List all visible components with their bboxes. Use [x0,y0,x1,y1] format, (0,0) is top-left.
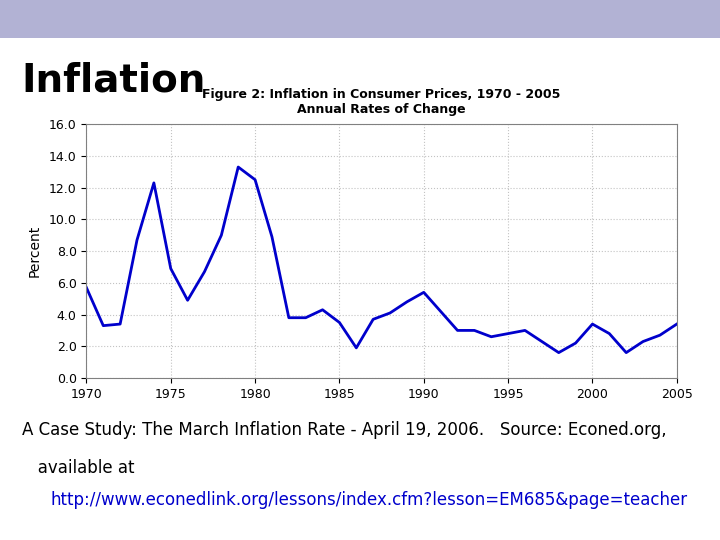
Title: Figure 2: Inflation in Consumer Prices, 1970 - 2005
Annual Rates of Change: Figure 2: Inflation in Consumer Prices, … [202,88,561,116]
Text: A Case Study: The March Inflation Rate - April 19, 2006.   Source: Econed.org,: A Case Study: The March Inflation Rate -… [22,421,666,439]
Text: http://www.econedlink.org/lessons/index.cfm?lesson=EM685&page=teacher: http://www.econedlink.org/lessons/index.… [50,491,688,509]
Text: available at: available at [22,459,134,477]
Y-axis label: Percent: Percent [28,225,42,277]
Text: Inflation: Inflation [22,62,206,100]
